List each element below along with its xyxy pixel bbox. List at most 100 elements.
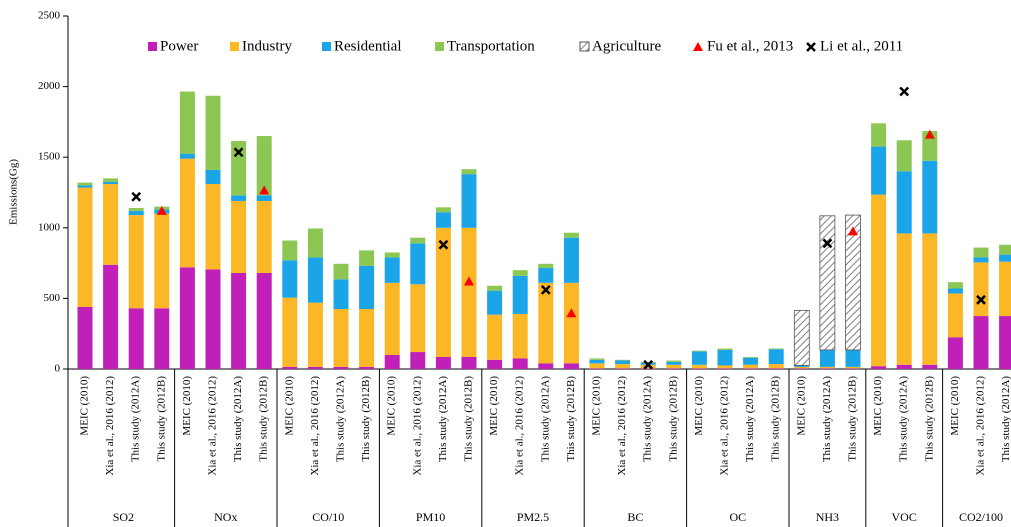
- bar-segment: [307, 257, 323, 303]
- legend-swatch: [322, 42, 331, 51]
- x-tick-label: Xia et al., 2016 (2012): [975, 376, 987, 476]
- y-tick-label: 500: [44, 292, 61, 304]
- bar-segment: [307, 228, 323, 258]
- bar-segment: [640, 368, 656, 369]
- bar-segment: [999, 261, 1011, 317]
- bar-segment: [563, 232, 579, 238]
- x-tick-label: Xia et al., 2016 (2012): [719, 376, 731, 476]
- bar-segment: [589, 368, 605, 369]
- bar-segment: [128, 308, 144, 369]
- reference-marker: [259, 185, 270, 195]
- bar-segment: [333, 366, 349, 369]
- bar-segment: [205, 95, 221, 170]
- bar-segment: [384, 257, 400, 283]
- x-tick-label: This study (2012A): [898, 376, 910, 463]
- bar-segment: [743, 368, 759, 369]
- bar-segment: [359, 265, 375, 309]
- bar-segment: [717, 348, 733, 350]
- bar-segment: [871, 194, 887, 367]
- bar-segment: [77, 182, 93, 186]
- bar-segment: [205, 169, 221, 185]
- group-label: VOC: [892, 510, 917, 524]
- group-label: CO2/100: [959, 510, 1003, 524]
- x-tick-label: MEIC (2010): [872, 376, 884, 436]
- bar-segment: [538, 268, 554, 283]
- bar-segment: [947, 337, 963, 369]
- bar-segment: [922, 160, 938, 234]
- bar-segment: [922, 364, 938, 369]
- bar-segment: [819, 368, 835, 369]
- bar-segment: [947, 288, 963, 294]
- group-label: OC: [729, 510, 746, 524]
- bar-segment: [947, 282, 963, 289]
- bar-segment: [717, 365, 733, 369]
- x-tick-label: This study (2012A): [744, 376, 756, 463]
- bar-segment: [487, 314, 503, 360]
- legend-swatch: [230, 42, 239, 51]
- bar-segment: [896, 233, 912, 365]
- bar-segment: [435, 227, 451, 357]
- x-tick-label: Xia et al., 2016 (2012): [616, 376, 628, 476]
- reference-marker: [156, 205, 167, 215]
- x-tick-label: MEIC (2010): [181, 376, 193, 436]
- bar-segment: [563, 237, 579, 283]
- reference-marker: [233, 147, 244, 158]
- bar-segment: [768, 368, 784, 369]
- bar-segment: [768, 349, 784, 365]
- bar-segment: [307, 302, 323, 367]
- bar-segment: [615, 364, 631, 369]
- bar-segment: [845, 214, 861, 351]
- x-tick-label: This study (2012B): [667, 376, 679, 462]
- reference-marker: [848, 226, 858, 236]
- bar-segment: [282, 297, 298, 367]
- bar-segment: [589, 363, 605, 369]
- bar-segment: [435, 212, 451, 228]
- bar-segment: [973, 262, 989, 317]
- x-tick-label: Xia et al., 2016 (2012): [309, 376, 321, 476]
- legend-swatch: [435, 42, 444, 51]
- reference-marker: [464, 276, 474, 286]
- bar-segment: [359, 250, 375, 266]
- legend-label: Li et al., 2011: [820, 38, 903, 54]
- bar-segment: [922, 233, 938, 365]
- bar-segment: [179, 158, 195, 268]
- bar-segment: [461, 227, 477, 357]
- bar-segment: [154, 213, 170, 309]
- x-tick-label: This study (2012B): [155, 376, 167, 462]
- bar-segment: [256, 195, 272, 201]
- bar-segment: [563, 282, 579, 364]
- bar-segment: [256, 136, 272, 196]
- legend-symbol: [806, 42, 816, 52]
- x-tick-label: This study (2012B): [847, 376, 859, 462]
- group-label: PM10: [416, 510, 445, 524]
- bar-segment: [384, 282, 400, 355]
- bar-segment: [640, 361, 656, 363]
- x-tick-label: This study (2012B): [923, 376, 935, 462]
- bar-segment: [896, 171, 912, 234]
- bar-segment: [615, 360, 631, 365]
- bar-segment: [538, 282, 554, 364]
- bar-segment: [819, 366, 835, 369]
- x-tick-label: This study (2012B): [770, 376, 782, 462]
- bar-segment: [793, 310, 810, 366]
- bar-segment: [743, 364, 759, 369]
- reference-marker: [976, 294, 986, 305]
- bar-segment: [179, 153, 195, 159]
- x-tick-label: This study (2012A): [130, 376, 142, 463]
- group-label: NH3: [816, 510, 839, 524]
- bar-segment: [205, 269, 221, 369]
- bar-segment: [512, 358, 528, 369]
- bar-segment: [410, 284, 426, 353]
- legend-swatch: [148, 42, 157, 51]
- bar-segment: [768, 364, 784, 369]
- bar-segment: [666, 368, 682, 369]
- bar-segment: [819, 349, 835, 367]
- x-tick-label: This study (2012A): [539, 376, 551, 463]
- y-tick-label: 2000: [38, 80, 61, 92]
- reference-marker: [131, 191, 142, 202]
- legend-label: Transportation: [447, 38, 535, 54]
- group-label: SO2: [113, 510, 134, 524]
- bar-segment: [256, 272, 272, 369]
